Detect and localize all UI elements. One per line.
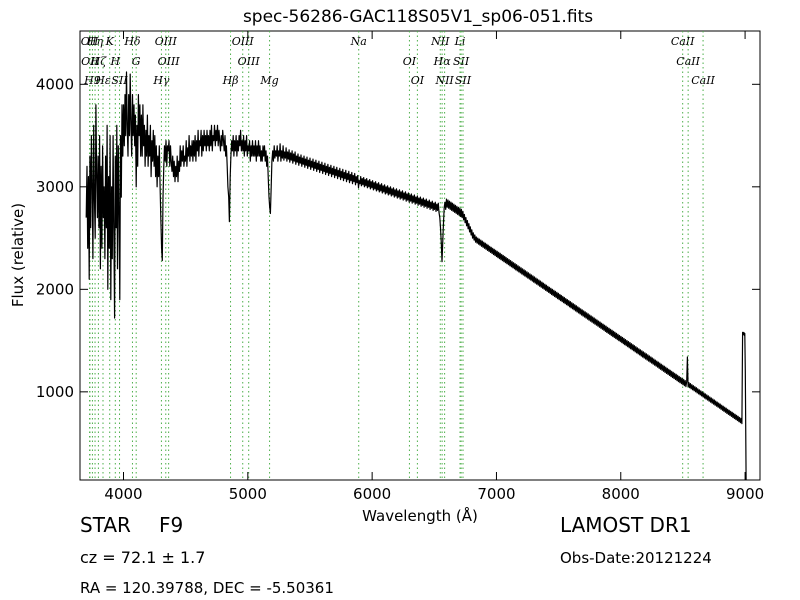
line-label-25: SII	[453, 55, 470, 68]
chart-title: spec-56286-GAC118S05V1_sp06-051.fits	[243, 7, 593, 27]
line-label-12: OIII	[155, 35, 178, 48]
x-tick-label-2: 6000	[353, 485, 391, 503]
class-label: STAR	[80, 513, 131, 537]
line-label-26: SII	[455, 74, 472, 87]
series-group	[85, 71, 747, 481]
ticks-group: 4000 5000 6000 7000 8000 9000 1000 2000 3000 4000	[36, 31, 764, 503]
line-label-4: Hζ	[90, 55, 108, 68]
plot-frame	[79, 30, 761, 481]
obs-date: Obs-Date:20121224	[560, 549, 712, 567]
line-label-13: OIII	[158, 55, 181, 68]
line-label-23: NII	[434, 74, 454, 87]
line-label-17: Mg	[259, 74, 278, 87]
line-label-14: Hβ	[222, 74, 239, 87]
line-label-9: Hδ	[123, 35, 141, 48]
subclass-label: F9	[159, 513, 184, 537]
line-label-18: Na	[350, 35, 367, 48]
x-tick-label-1: 5000	[229, 485, 267, 503]
line-label-27: CaII	[671, 35, 695, 48]
x-tick-label-3: 7000	[477, 485, 515, 503]
x-axis-label: Wavelength (Å)	[362, 506, 478, 525]
x-tick-label-0: 4000	[104, 485, 142, 503]
line-label-11: Hγ	[152, 74, 170, 87]
line-label-28: CaII	[676, 55, 700, 68]
cz-value: cz = 72.1 ± 1.7	[80, 548, 206, 567]
line-label-3: Hη	[86, 35, 104, 48]
coordinates: RA = 120.39788, DEC = -5.50361	[80, 579, 334, 597]
line-label-5: Hε	[94, 74, 111, 87]
line-label-2: H9	[83, 74, 101, 87]
line-label-20: OI	[411, 74, 425, 87]
line-label-8: SII	[111, 74, 128, 87]
series-line-0	[85, 71, 747, 481]
y-axis-label: Flux (relative)	[9, 203, 27, 307]
line-label-16: OIII	[238, 55, 261, 68]
y-tick-label-2: 3000	[36, 178, 74, 196]
line-markers: OIIOIIH9HηHζHεKHSIIHδGHγOIIIOIIIHβOIIIOI…	[81, 31, 716, 480]
line-label-19: OI	[403, 55, 417, 68]
x-tick-label-5: 9000	[726, 485, 764, 503]
line-label-21: NII	[430, 35, 450, 48]
y-tick-label-3: 4000	[36, 75, 74, 93]
line-label-15: OIII	[232, 35, 255, 48]
line-label-10: G	[132, 55, 141, 68]
line-label-6: K	[105, 35, 115, 48]
line-label-24: Li	[454, 35, 466, 48]
survey-label: LAMOST DR1	[560, 513, 692, 537]
line-label-22: Hα	[433, 55, 452, 68]
x-tick-label-4: 8000	[602, 485, 640, 503]
y-tick-label-1: 2000	[36, 280, 74, 298]
line-label-29: CaII	[691, 74, 715, 87]
y-tick-label-0: 1000	[36, 383, 74, 401]
line-label-7: H	[110, 55, 121, 68]
